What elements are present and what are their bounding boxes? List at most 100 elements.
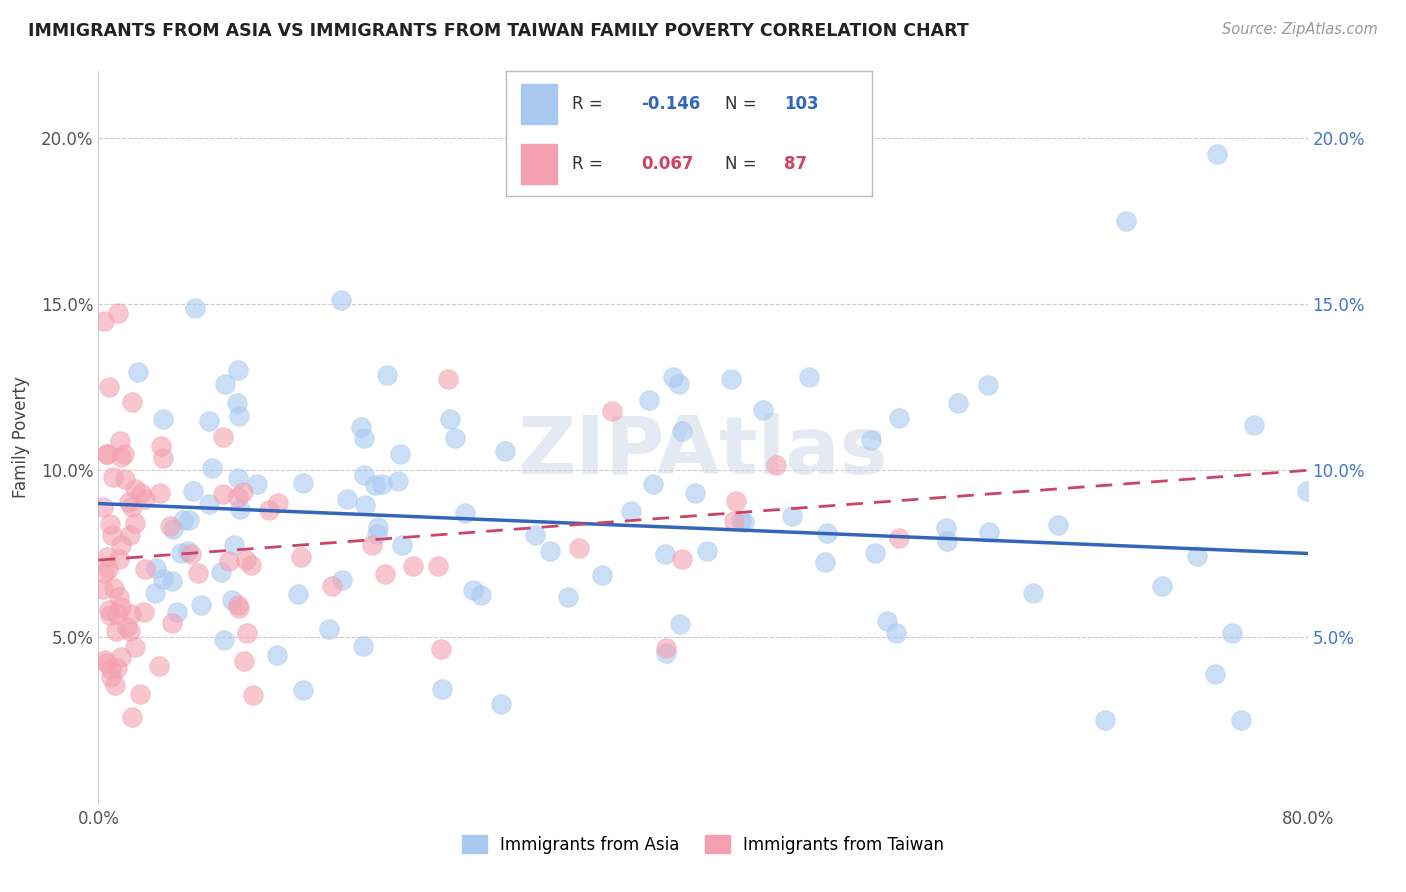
Point [491, 697, 513, 711]
Point [100, 528, 122, 542]
Point [427, 559, 450, 574]
Point [430, 682, 453, 697]
Point [350, 420, 373, 434]
Point [389, 447, 412, 461]
Point [98, 380, 121, 394]
Point [97, 562, 120, 576]
Point [110, 599, 132, 614]
Point [1243, 417, 1265, 432]
Point [115, 620, 138, 634]
Text: R =: R = [572, 95, 607, 112]
Point [233, 654, 256, 668]
Point [814, 555, 837, 569]
Point [134, 561, 156, 575]
Point [287, 587, 309, 601]
Point [242, 688, 264, 702]
Point [444, 431, 467, 445]
Point [364, 478, 387, 492]
Point [236, 625, 259, 640]
Point [1229, 713, 1251, 727]
Point [162, 615, 184, 630]
Point [134, 491, 156, 506]
Point [121, 710, 143, 724]
Point [591, 567, 613, 582]
Point [91, 500, 114, 514]
Point [145, 561, 167, 575]
Point [100, 662, 122, 676]
Point [815, 525, 838, 540]
Point [150, 439, 173, 453]
Point [353, 468, 375, 483]
Point [93, 566, 115, 580]
Point [948, 396, 970, 410]
Text: -0.146: -0.146 [641, 95, 700, 112]
Point [1295, 483, 1317, 498]
Point [240, 558, 263, 572]
Point [266, 648, 288, 663]
Point [98, 603, 121, 617]
Point [733, 515, 755, 529]
Point [402, 558, 425, 573]
Point [159, 519, 181, 533]
Legend: Immigrants from Asia, Immigrants from Taiwan: Immigrants from Asia, Immigrants from Ta… [456, 829, 950, 860]
Point [366, 526, 388, 541]
Point [387, 474, 409, 488]
Point [212, 487, 235, 501]
Point [214, 377, 236, 392]
Point [184, 301, 207, 315]
Point [226, 471, 249, 485]
Point [149, 486, 172, 500]
Text: R =: R = [572, 155, 607, 173]
Y-axis label: Family Poverty: Family Poverty [11, 376, 30, 498]
Point [876, 614, 898, 628]
Point [218, 554, 240, 568]
Text: ZIPAtlas: ZIPAtlas [517, 413, 889, 491]
Point [354, 498, 377, 512]
Point [391, 538, 413, 552]
Point [671, 552, 693, 566]
Text: N =: N = [725, 95, 762, 112]
Bar [520, 84, 557, 124]
Point [108, 552, 131, 566]
Point [104, 624, 127, 638]
Point [96, 549, 118, 564]
Point [437, 372, 460, 386]
Point [93, 582, 115, 597]
Point [470, 588, 492, 602]
Point [121, 394, 143, 409]
Point [246, 477, 269, 491]
Point [353, 431, 375, 445]
Point [430, 642, 453, 657]
Point [1204, 667, 1226, 681]
Point [132, 605, 155, 619]
Point [107, 590, 129, 604]
Point [292, 682, 315, 697]
Point [198, 497, 221, 511]
Point [463, 582, 485, 597]
Point [752, 403, 775, 417]
Point [977, 524, 1000, 539]
Point [124, 516, 146, 530]
Point [180, 547, 202, 561]
Text: Source: ZipAtlas.com: Source: ZipAtlas.com [1222, 22, 1378, 37]
Point [229, 501, 252, 516]
Point [96, 447, 118, 461]
Point [226, 363, 249, 377]
Text: 0.067: 0.067 [641, 155, 695, 173]
Point [720, 372, 742, 386]
Point [724, 494, 747, 508]
Point [643, 477, 665, 491]
Point [1220, 625, 1243, 640]
Point [169, 546, 191, 560]
Text: 87: 87 [785, 155, 807, 173]
Point [121, 500, 143, 514]
Point [361, 538, 384, 552]
Point [1150, 579, 1173, 593]
Point [371, 476, 394, 491]
Point [671, 424, 693, 438]
Point [162, 522, 184, 536]
Point [375, 368, 398, 382]
Point [330, 293, 353, 307]
Point [187, 566, 209, 581]
Point [124, 640, 146, 654]
